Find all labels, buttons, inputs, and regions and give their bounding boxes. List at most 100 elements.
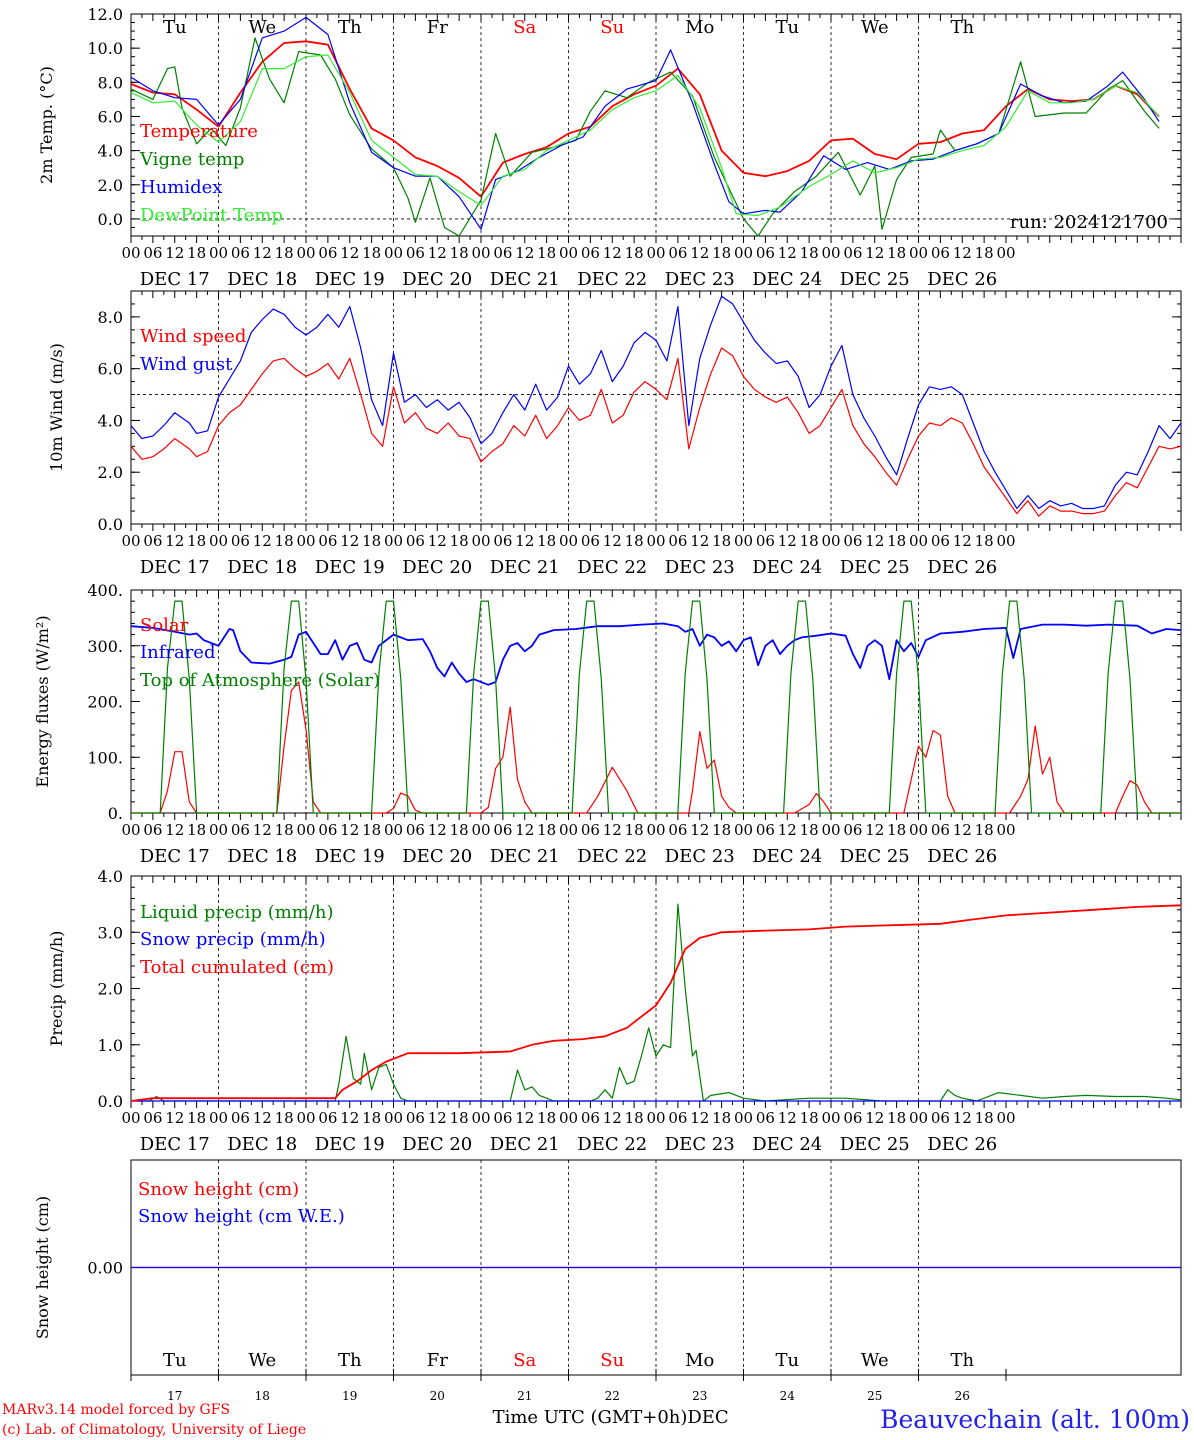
x-hour-label: 00 (121, 821, 140, 839)
x-hour-label: 06 (931, 532, 950, 550)
y-tick-label: 300. (87, 637, 123, 656)
x-date-label: DEC 25 (840, 846, 910, 867)
x-hour-label: 18 (450, 821, 469, 839)
legend-entry: Vigne temp (139, 149, 244, 170)
x-hour-label: 00 (821, 532, 840, 550)
y-tick-label: 0.0 (98, 1092, 123, 1111)
legend-entry: Top of Atmosphere (Solar) (140, 670, 380, 691)
y-tick-label: 100. (87, 748, 123, 767)
month-label: DEC (687, 1407, 728, 1428)
x-hour-label: 06 (581, 244, 600, 262)
x-hour-label: 18 (625, 821, 644, 839)
y-tick-label: 6.0 (98, 107, 123, 126)
x-hour-label: 12 (865, 244, 884, 262)
x-hour-label: 06 (231, 532, 250, 550)
x-date-label: DEC 26 (927, 1134, 997, 1155)
y-axis-title: Energy fluxes (W/m²) (33, 615, 52, 787)
y-axis-title: Precip (mm/h) (47, 931, 66, 1047)
x-hour-label: 00 (121, 532, 140, 550)
x-date-label: DEC 19 (315, 557, 385, 578)
x-hour-label: 06 (931, 244, 950, 262)
x-hour-label: 12 (953, 532, 972, 550)
x-hour-label: 12 (340, 244, 359, 262)
x-date-label: DEC 17 (140, 1134, 210, 1155)
weekday-label-bottom: Mo (685, 1350, 714, 1371)
weekday-label: Fr (427, 17, 448, 38)
station-title: Beauvechain (alt. 100m) (880, 1405, 1190, 1434)
x-hour-label: 12 (515, 532, 534, 550)
legend-entry: Liquid precip (mm/h) (140, 902, 334, 923)
x-hour-label: 00 (559, 1109, 578, 1127)
x-hour-label: 00 (734, 1109, 753, 1127)
series-line-top-of-atmosphere-solar (131, 600, 1181, 814)
x-date-label: DEC 24 (752, 846, 822, 867)
x-hour-label: 00 (471, 1109, 490, 1127)
x-date-label: DEC 23 (665, 846, 735, 867)
y-axis-title: 10m Wind (m/s) (47, 343, 66, 472)
x-hour-label: 18 (187, 821, 206, 839)
series-line-dewpoint-temp (130, 54, 1160, 217)
series-line-liquid-precip-mm-h (131, 903, 1182, 1102)
x-hour-label: 18 (450, 244, 469, 262)
x-hour-label: 12 (165, 244, 184, 262)
x-hour-label: 06 (231, 244, 250, 262)
series-line-temperature (130, 40, 1160, 198)
y-tick-label: 4.0 (98, 142, 123, 161)
weekday-label-bottom: We (248, 1350, 276, 1371)
legend-entry: Wind speed (140, 326, 246, 347)
y-axis-title: Snow height (cm) (33, 1196, 52, 1339)
x-hour-label: 06 (668, 244, 687, 262)
x-hour-label: 06 (406, 821, 425, 839)
x-hour-label: 18 (187, 1109, 206, 1127)
x-hour-label: 06 (143, 244, 162, 262)
y-tick-label: 0.00 (87, 1259, 123, 1278)
y-tick-label: 8.0 (98, 308, 123, 327)
x-hour-label: 18 (625, 244, 644, 262)
x-hour-label: 12 (515, 244, 534, 262)
x-hour-label: 06 (756, 821, 775, 839)
x-date-label: DEC 18 (227, 846, 297, 867)
x-hour-label: 18 (712, 532, 731, 550)
y-tick-label: 0.0 (98, 515, 123, 534)
x-hour-label: 18 (450, 532, 469, 550)
institution-credit: (c) Lab. of Climatology, University of L… (2, 1422, 306, 1438)
x-hour-label: 06 (756, 532, 775, 550)
x-hour-label: 06 (581, 1109, 600, 1127)
y-tick-label: 6.0 (98, 360, 123, 379)
day-number-label: 19 (342, 1389, 357, 1403)
x-hour-label: 18 (887, 532, 906, 550)
series-line-wind-speed (130, 347, 1182, 517)
x-hour-label: 12 (428, 821, 447, 839)
day-number-label: 21 (517, 1389, 532, 1403)
x-hour-label: 18 (362, 244, 381, 262)
x-hour-label: 12 (778, 821, 797, 839)
series-line-infrared (130, 622, 1182, 686)
x-date-label: DEC 22 (577, 557, 647, 578)
x-hour-label: 18 (187, 532, 206, 550)
y-tick-label: 2.0 (98, 176, 123, 195)
x-hour-label: 00 (909, 1109, 928, 1127)
x-hour-label: 00 (646, 1109, 665, 1127)
day-number-label: 24 (780, 1389, 796, 1403)
x-hour-label: 06 (756, 1109, 775, 1127)
x-hour-label: 06 (581, 532, 600, 550)
x-hour-label: 00 (909, 821, 928, 839)
x-hour-label: 12 (165, 532, 184, 550)
x-hour-label: 12 (428, 244, 447, 262)
x-date-label: DEC 23 (665, 1134, 735, 1155)
x-date-label: DEC 21 (490, 1134, 560, 1155)
weekday-label: We (861, 17, 889, 38)
x-hour-label: 12 (165, 1109, 184, 1127)
x-hour-label: 00 (296, 821, 315, 839)
legend-entry: Humidex (140, 177, 222, 198)
weekday-label: We (248, 17, 276, 38)
x-hour-label: 06 (406, 244, 425, 262)
y-tick-label: 1.0 (98, 1036, 123, 1055)
day-number-label: 22 (605, 1389, 620, 1403)
weekday-label-bottom: Tu (775, 1350, 799, 1371)
x-hour-label: 18 (362, 532, 381, 550)
x-hour-label: 18 (537, 1109, 556, 1127)
x-hour-label: 06 (493, 1109, 512, 1127)
x-hour-label: 18 (800, 244, 819, 262)
x-hour-label: 12 (428, 532, 447, 550)
